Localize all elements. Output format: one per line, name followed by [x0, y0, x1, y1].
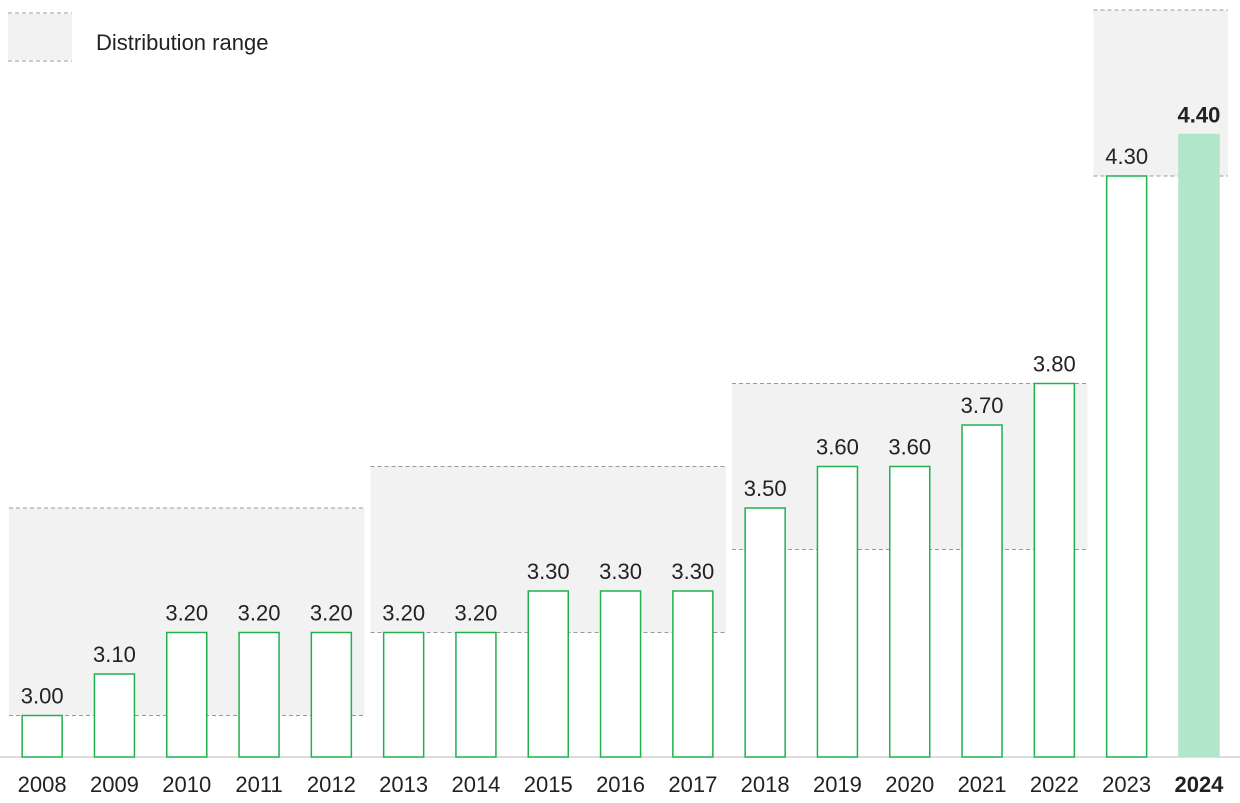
value-label: 3.00: [21, 684, 64, 709]
x-tick-label: 2019: [813, 772, 862, 797]
bar: [889, 465, 931, 758]
x-tick-label: 2012: [307, 772, 356, 797]
x-tick-label: 2022: [1030, 772, 1079, 797]
x-tick-label: 2021: [958, 772, 1007, 797]
bar: [744, 507, 786, 758]
value-label: 3.30: [527, 559, 570, 584]
bar: [21, 714, 63, 758]
bar: [599, 590, 642, 758]
x-tick-label: 2011: [235, 772, 282, 797]
bar: [1178, 133, 1220, 758]
value-label: 3.30: [671, 559, 714, 584]
x-tick-label: 2010: [162, 772, 211, 797]
bar: [238, 631, 280, 758]
value-label: 3.20: [455, 601, 498, 626]
legend-swatch: [8, 14, 72, 60]
x-tick-label: 2008: [18, 772, 67, 797]
bar: [527, 590, 569, 758]
bar: [1033, 382, 1076, 758]
value-label: 3.20: [382, 601, 425, 626]
value-label: 3.20: [310, 601, 353, 626]
value-label: 4.40: [1178, 103, 1221, 128]
bar: [455, 631, 497, 758]
value-label: 3.60: [816, 435, 859, 460]
x-tick-label: 2017: [668, 772, 717, 797]
bar: [1105, 175, 1148, 758]
value-label: 3.20: [238, 601, 281, 626]
value-label: 3.20: [165, 601, 208, 626]
x-tick-label: 2009: [90, 772, 139, 797]
x-tick-label: 2014: [451, 772, 500, 797]
value-label: 3.70: [961, 393, 1004, 418]
x-tick-label: 2020: [885, 772, 934, 797]
bar: [816, 465, 859, 758]
x-tick-label: 2015: [524, 772, 573, 797]
bar: [166, 631, 208, 758]
value-label: 3.10: [93, 642, 136, 667]
bar: [382, 631, 425, 758]
value-label: 3.30: [599, 559, 642, 584]
bar: [672, 590, 714, 758]
x-tick-label: 2013: [379, 772, 428, 797]
legend-label: Distribution range: [96, 30, 268, 55]
bar: [310, 631, 353, 758]
x-tick-label: 2018: [741, 772, 790, 797]
bar: [93, 673, 136, 758]
value-label: 3.50: [744, 476, 787, 501]
value-label: 3.60: [888, 435, 931, 460]
bar: [961, 424, 1003, 758]
x-tick-label: 2016: [596, 772, 645, 797]
x-tick-label: 2024: [1174, 772, 1224, 797]
value-label: 4.30: [1105, 144, 1148, 169]
x-tick-label: 2023: [1102, 772, 1151, 797]
value-label: 3.80: [1033, 352, 1076, 377]
